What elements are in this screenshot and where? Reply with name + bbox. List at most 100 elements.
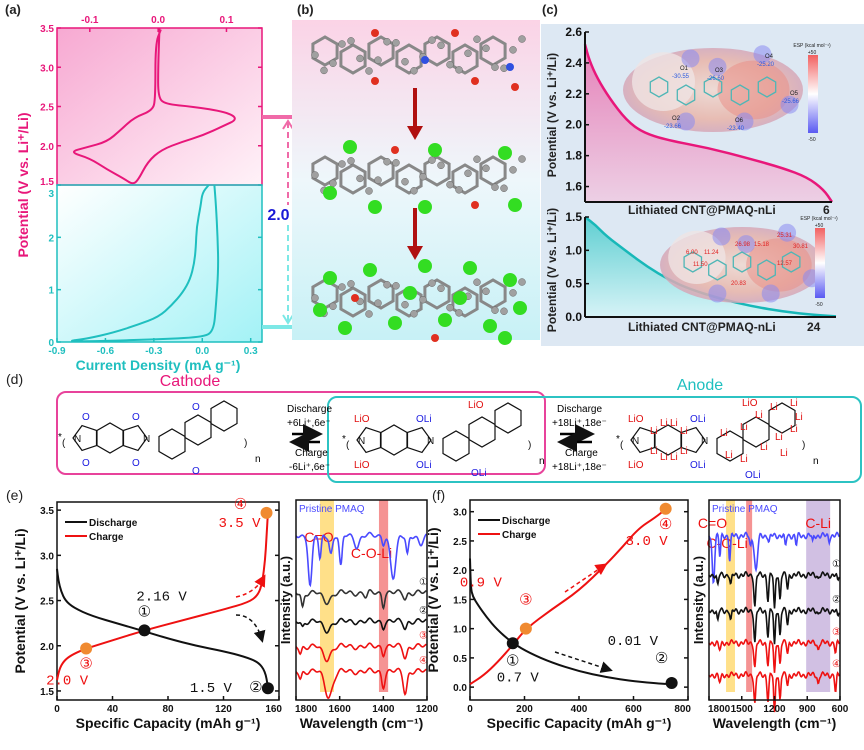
- esp-negative-region: [708, 57, 727, 76]
- bracket-close: ): [528, 440, 531, 451]
- nitrogen-atom: N: [74, 434, 81, 445]
- carbon-atom: [509, 289, 517, 297]
- y-tick-label: 2.4: [565, 56, 582, 70]
- state-marker: [261, 682, 274, 695]
- spectrum-line: [295, 642, 427, 663]
- atom: [431, 334, 439, 342]
- series-label: ②: [832, 595, 841, 606]
- x-tick-label: 160: [265, 704, 282, 715]
- bond-ring: [451, 163, 479, 195]
- anthracene-ring: [494, 402, 522, 434]
- benzene-ring: [380, 424, 408, 456]
- bond-ring: [451, 43, 479, 75]
- y-tick-label: 2.0: [565, 118, 582, 132]
- atom-label: O: [132, 458, 140, 469]
- esp-negative-region: [677, 112, 695, 131]
- arrow-down-icon: [407, 246, 423, 260]
- esp-value: -26.60: [707, 76, 725, 82]
- esp-negative-region: [708, 284, 727, 303]
- lithium-atom: Li: [740, 422, 748, 433]
- repeat-unit: n: [813, 456, 819, 467]
- atom: [391, 146, 399, 154]
- molecule-ring: [708, 259, 727, 281]
- esp-value: -25.66: [782, 99, 800, 105]
- step2-discharge-ions: +18Li⁺,18e⁻: [552, 418, 607, 429]
- arrow-up-icon: [282, 119, 294, 130]
- x-tick-label: -0.1: [81, 15, 99, 26]
- atom-label: OLi: [690, 460, 706, 471]
- atom-label: O: [192, 466, 200, 477]
- cv-anode-plot: 0 1 2 3 -0.9 -0.6 -0.3 0.0 0.3: [48, 184, 263, 357]
- atom: [513, 301, 527, 315]
- lithium-atom: Li: [680, 426, 688, 437]
- panel-label-f: (f): [432, 487, 445, 503]
- bond-ring: [311, 155, 339, 187]
- atom-label: OLi: [690, 414, 706, 425]
- y-tick-label: 0.5: [565, 277, 582, 291]
- molecule-ring: [757, 76, 777, 98]
- carbon-atom: [392, 159, 400, 167]
- atom: [363, 263, 377, 277]
- lithium-atom: Li: [725, 450, 733, 461]
- lithium-atom: Li: [755, 410, 763, 421]
- atom: [351, 294, 359, 302]
- state-marker: [659, 502, 672, 515]
- discharge-direction-arrow: [235, 614, 266, 643]
- atom: [323, 271, 337, 285]
- spectrum-line: [295, 588, 427, 611]
- atom: [323, 186, 337, 200]
- lithium-atom: Li: [670, 452, 678, 463]
- bond-ring: [339, 163, 367, 195]
- atom: [343, 140, 357, 154]
- y-tick-label: 0.0: [453, 683, 467, 694]
- carbon-atom: [410, 310, 418, 318]
- atom: [498, 331, 512, 345]
- state-number: ②: [249, 679, 262, 696]
- state-marker: [80, 642, 93, 655]
- carbon-atom: [509, 46, 517, 54]
- end-group: *: [616, 434, 620, 445]
- x-tick-label: -0.3: [145, 346, 163, 357]
- panel-label-e: (e): [6, 487, 23, 503]
- y-tick-label: 1.0: [565, 243, 582, 257]
- atom: [471, 77, 479, 85]
- carbon-atom: [401, 177, 409, 186]
- atom: [471, 201, 479, 209]
- bond-ring: [395, 43, 423, 75]
- bond-ring: [423, 278, 451, 310]
- lithium-atom: Li: [660, 418, 668, 429]
- carbon-atom: [482, 44, 490, 53]
- molecule-ring: [703, 76, 723, 98]
- cv-curve: [71, 184, 220, 343]
- y-tick-label: 3.0: [453, 508, 467, 519]
- y-tick-label: 2.0: [40, 142, 54, 153]
- c-top-n: 6: [823, 203, 830, 217]
- esp-atom-label: O4: [765, 54, 774, 60]
- y-tick-label: 2.0: [40, 642, 54, 653]
- carbon-atom: [518, 35, 526, 43]
- carbon-atom: [383, 158, 391, 166]
- end-group: *: [58, 432, 62, 443]
- repeat-unit: n: [539, 456, 545, 467]
- carbon-atom: [329, 59, 337, 67]
- x-tick-label: 200: [516, 704, 533, 715]
- carbon-atom: [509, 166, 517, 174]
- lithium-atom: Li: [790, 398, 798, 409]
- carbon-atom: [356, 174, 364, 183]
- y-tick-label: 1.6: [565, 180, 582, 194]
- lithium-atom: Li: [775, 432, 783, 443]
- esp-value: 6.00: [686, 250, 698, 256]
- x-tick-label: 1400: [372, 704, 395, 715]
- plot-frame: [56, 184, 263, 343]
- lithium-atom: Li: [740, 454, 748, 465]
- c-bottom-caption: Lithiated CNT@PMAQ-nLi: [628, 320, 776, 334]
- c-top-caption: Lithiated CNT@PMAQ-nLi: [628, 203, 776, 217]
- x-tick-label: 1800: [708, 704, 731, 715]
- atom: [428, 143, 442, 157]
- nitrogen-atom: N: [143, 434, 150, 445]
- panel-label-b: (b): [297, 2, 314, 17]
- carbon-atom: [455, 309, 463, 317]
- x-tick-label: 600: [625, 704, 642, 715]
- y-tick-label: 3: [48, 189, 54, 200]
- c-bottom-n: 24: [807, 320, 821, 334]
